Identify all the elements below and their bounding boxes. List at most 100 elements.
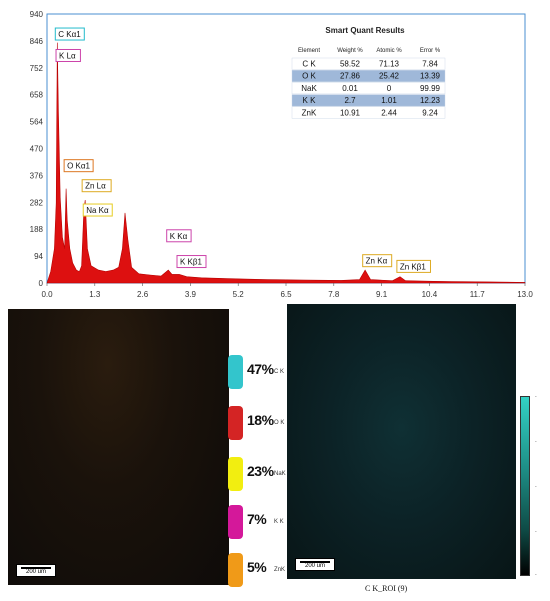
quant-header-weight: Weight % (337, 48, 363, 54)
x-tick-label: 10.4 (422, 290, 438, 299)
x-tick-label: 0.0 (41, 290, 53, 299)
quant-cell: C K (302, 60, 316, 69)
legend-element-zn: ZnK (274, 567, 286, 573)
scale-bar-left-label: 200 um (25, 569, 46, 575)
scale-bar-left: 200 um (16, 564, 56, 577)
quant-cell: O K (302, 72, 316, 81)
peak-labels: C Kα1 K Lα O Kα1 Zn Lα Na Kα K Kα K Kβ1 Zn Kα Zn… (54, 27, 431, 273)
peak-label-box (82, 203, 113, 217)
y-tick-label: 564 (30, 118, 44, 127)
quant-cell: 58.52 (340, 60, 361, 69)
legend-pct-k: 7% (247, 511, 267, 527)
peak-label-box (396, 259, 431, 273)
peak-label-box (55, 48, 81, 62)
peak-label-text: Zn Kα (366, 257, 388, 266)
peak-label: Na Kα (82, 203, 113, 217)
legend-swatch-k (228, 505, 243, 539)
map-caption: C K_ROI (9) (365, 584, 408, 593)
legend-pct-zn: 5% (247, 559, 267, 575)
x-tick-label: 1.3 (89, 290, 101, 299)
peak-label: K Kβ1 (176, 255, 207, 269)
scale-bar-right-label: 200 um (304, 563, 325, 569)
quant-cell: 0.01 (342, 84, 358, 93)
composite-element-map: 200 um (8, 309, 229, 585)
peak-label-text: K Kβ1 (180, 258, 202, 267)
quant-header-element: Element (298, 48, 320, 54)
peak-label-box (166, 229, 192, 243)
y-tick-label: 188 (30, 225, 44, 234)
quant-cell: 99.99 (420, 84, 441, 93)
quant-cell: 10.91 (340, 108, 361, 117)
legend-swatch-c (228, 355, 243, 389)
legend-swatch-na (228, 457, 243, 491)
legend-item-na: 23% NaK (228, 457, 290, 491)
peak-label-box (81, 179, 112, 193)
quant-cell: 0 (387, 84, 392, 93)
quant-table: Smart Quant Results Element Weight % Ato… (291, 26, 446, 119)
quant-row-bg (291, 106, 446, 119)
y-tick-label: 940 (30, 10, 44, 19)
carbon-element-map: 200 um (287, 304, 516, 579)
peak-label: Zn Lα (81, 179, 112, 193)
scale-bar-right: 200 um (295, 558, 335, 571)
quant-cell: K K (303, 96, 317, 105)
peak-label: K Kα (166, 229, 192, 243)
x-tick-label: 6.5 (280, 290, 292, 299)
quant-cell: 2.7 (344, 96, 356, 105)
quant-cell: 9.24 (422, 108, 438, 117)
x-tick-label: 13.0 (517, 290, 533, 299)
peak-label-box (54, 27, 85, 41)
peak-label-text: Zn Kβ1 (400, 262, 426, 271)
quant-cell: 7.84 (422, 60, 438, 69)
x-tick-label: 11.7 (470, 290, 486, 299)
legend-item-o: 18% O K (228, 406, 290, 440)
legend-item-c: 47% C K (228, 355, 290, 389)
peak-label-box (176, 255, 207, 269)
quant-cell: 27.86 (340, 72, 361, 81)
legend-item-zn: 5% ZnK (228, 553, 290, 587)
peak-label-box (362, 254, 393, 268)
quant-header-error: Error % (420, 48, 441, 54)
quant-header-atomic: Atomic % (376, 48, 402, 54)
peak-label: Zn Kα (362, 254, 393, 268)
y-axis-ticks: 0 94 188 282 376 470 564 658 752 846 940 (30, 10, 44, 288)
y-tick-label: 752 (30, 64, 44, 73)
legend-pct-c: 47% (247, 361, 274, 377)
peak-label: O Kα1 (63, 159, 94, 173)
element-legend: 47% C K 18% O K 23% NaK 7% K K 5% ZnK (228, 355, 288, 595)
peak-label-text: O Kα1 (67, 162, 90, 171)
peak-label: C Kα1 (54, 27, 85, 41)
x-tick-label: 2.6 (137, 290, 149, 299)
quant-cell: 13.39 (420, 72, 441, 81)
quant-row-bg (291, 94, 446, 107)
quant-cell: 25.42 (379, 72, 400, 81)
colorbar-tick: - (535, 572, 537, 578)
colorbar-tick: - (535, 529, 537, 535)
x-tick-label: 7.8 (328, 290, 340, 299)
spectrum-area (46, 42, 526, 284)
quant-rows: C K 58.52 71.13 7.84 O K 27.86 25.42 13.39 NaK 0.… (291, 57, 446, 119)
y-tick-label: 470 (30, 145, 44, 154)
intensity-colorbar (520, 396, 530, 576)
y-tick-label: 846 (30, 37, 44, 46)
x-axis-ticks: 0.0 1.3 2.6 3.9 5.2 6.5 7.8 9.1 10.4 11.7 13.0 (41, 283, 533, 299)
y-tick-label: 282 (30, 198, 44, 207)
y-tick-label: 658 (30, 91, 44, 100)
colorbar-tick: - (535, 394, 537, 400)
quant-cell: NaK (301, 84, 317, 93)
legend-swatch-o (228, 406, 243, 440)
quant-table-title: Smart Quant Results (325, 26, 405, 35)
peak-label: Zn Kβ1 (396, 259, 431, 273)
legend-element-k: K K (274, 519, 284, 525)
colorbar-tick: - (535, 439, 537, 445)
quant-cell: 1.01 (381, 96, 397, 105)
quant-cell: 71.13 (379, 60, 400, 69)
quant-row-bg (291, 69, 446, 82)
peak-label-text: Na Kα (86, 206, 109, 215)
legend-item-k: 7% K K (228, 505, 290, 539)
quant-cell: 2.44 (381, 108, 397, 117)
legend-element-o: O K (274, 420, 285, 426)
legend-element-na: NaK (274, 471, 286, 477)
colorbar-tick: - (535, 484, 537, 490)
quant-row-bg (291, 82, 446, 95)
